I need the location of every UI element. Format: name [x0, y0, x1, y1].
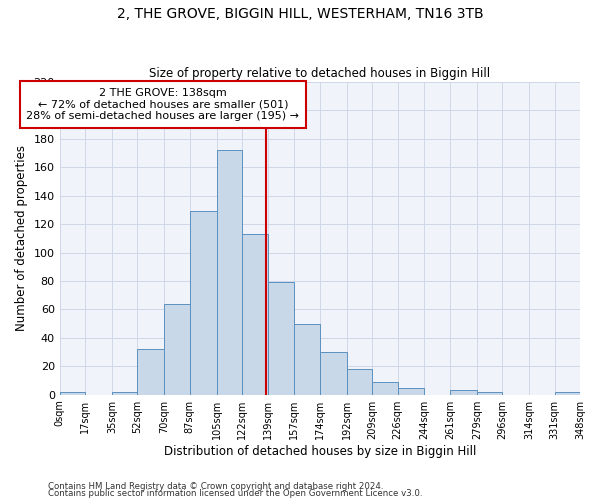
Bar: [554, 392, 580, 394]
Bar: [450, 390, 477, 394]
Bar: [295, 324, 320, 394]
Bar: [347, 369, 372, 394]
Bar: [190, 212, 217, 394]
Bar: [320, 352, 347, 395]
Bar: [59, 392, 85, 394]
Y-axis label: Number of detached properties: Number of detached properties: [15, 146, 28, 332]
Text: 2, THE GROVE, BIGGIN HILL, WESTERHAM, TN16 3TB: 2, THE GROVE, BIGGIN HILL, WESTERHAM, TN…: [116, 8, 484, 22]
Bar: [242, 234, 268, 394]
Title: Size of property relative to detached houses in Biggin Hill: Size of property relative to detached ho…: [149, 66, 490, 80]
Text: Contains public sector information licensed under the Open Government Licence v3: Contains public sector information licen…: [48, 490, 422, 498]
Bar: [398, 388, 424, 394]
Bar: [164, 304, 190, 394]
Bar: [112, 392, 137, 394]
Bar: [217, 150, 242, 394]
Text: 2 THE GROVE: 138sqm
← 72% of detached houses are smaller (501)
28% of semi-detac: 2 THE GROVE: 138sqm ← 72% of detached ho…: [26, 88, 299, 121]
Bar: [137, 349, 164, 395]
Text: Contains HM Land Registry data © Crown copyright and database right 2024.: Contains HM Land Registry data © Crown c…: [48, 482, 383, 491]
X-axis label: Distribution of detached houses by size in Biggin Hill: Distribution of detached houses by size …: [164, 444, 476, 458]
Bar: [372, 382, 398, 394]
Bar: [477, 392, 502, 394]
Bar: [268, 282, 295, 395]
